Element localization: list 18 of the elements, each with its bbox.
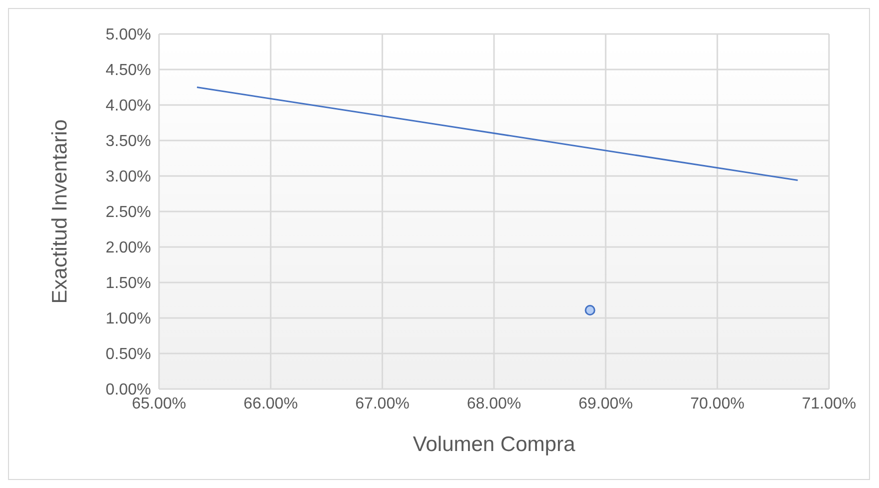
x-tick-label: 71.00%	[802, 395, 856, 412]
y-tick-label: 3.50%	[106, 133, 151, 150]
x-tick-label: 70.00%	[690, 395, 744, 412]
y-tick-label: 1.00%	[106, 310, 151, 328]
y-tick-label: 2.50%	[106, 204, 151, 222]
y-tick-label: 1.50%	[106, 275, 151, 292]
x-tick-label: 66.00%	[244, 395, 298, 412]
y-tick-label: 2.00%	[106, 240, 151, 257]
x-tick-label: 67.00%	[355, 395, 410, 412]
y-tick-label: 4.00%	[106, 98, 151, 115]
y-tick-label: 4.50%	[106, 62, 151, 80]
y-axis-title: Exactitud Inventario	[48, 119, 72, 304]
x-axis-title: Volumen Compra	[412, 433, 576, 456]
x-tick-label: 69.00%	[578, 395, 633, 412]
y-tick-label: 3.00%	[106, 168, 151, 186]
x-tick-label: 68.00%	[466, 395, 522, 412]
y-tick-label: 5.00%	[106, 26, 151, 44]
y-tick-label: 0.50%	[106, 346, 151, 364]
